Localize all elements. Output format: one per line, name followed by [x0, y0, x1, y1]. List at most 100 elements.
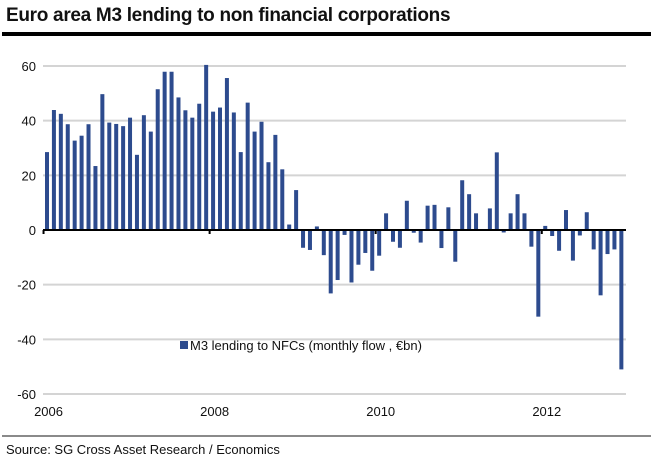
bar	[543, 225, 548, 230]
bar	[190, 117, 195, 230]
bar	[335, 230, 340, 281]
bar	[273, 134, 278, 230]
bar	[231, 112, 236, 230]
bar	[86, 124, 91, 230]
gridlines	[43, 65, 626, 395]
bar	[612, 230, 617, 250]
bar	[266, 162, 271, 230]
bar	[529, 230, 534, 247]
y-tick-label: 20	[22, 168, 36, 183]
bar	[114, 123, 119, 230]
bar	[134, 154, 139, 230]
bar	[397, 230, 402, 248]
bar	[432, 204, 437, 230]
bar	[238, 152, 243, 230]
bar	[564, 210, 568, 230]
bar	[411, 230, 416, 233]
bar	[494, 152, 499, 230]
bar	[121, 126, 126, 230]
bar	[605, 230, 610, 255]
bar	[93, 166, 98, 230]
legend: M3 lending to NFCs (monthly flow , €bn)	[180, 338, 422, 353]
bar	[307, 230, 312, 250]
bar	[584, 212, 589, 230]
bar	[446, 207, 451, 230]
bar	[363, 230, 368, 253]
x-tick-label: 2008	[200, 404, 229, 419]
footer-rule	[2, 435, 651, 437]
y-tick-label: 0	[29, 223, 36, 238]
bar	[522, 213, 527, 230]
bars	[45, 64, 624, 370]
y-tick-label: 60	[22, 59, 36, 74]
bar	[321, 230, 326, 256]
chart-title: Euro area M3 lending to non financial co…	[6, 5, 451, 26]
y-tick-label: 40	[22, 114, 36, 129]
bar	[100, 94, 105, 231]
bar	[141, 115, 146, 230]
bar	[204, 64, 209, 230]
x-tick-label: 2006	[34, 404, 63, 419]
bar	[460, 180, 465, 230]
bar	[467, 194, 472, 230]
bar	[328, 230, 333, 294]
bar	[169, 71, 174, 231]
legend-label: M3 lending to NFCs (monthly flow , €bn)	[190, 338, 422, 353]
bar	[211, 111, 216, 230]
bar	[301, 230, 306, 248]
bar	[501, 230, 506, 233]
bar	[515, 194, 520, 230]
bar	[162, 71, 167, 231]
bar	[72, 140, 77, 230]
bar	[252, 131, 257, 230]
source-note: Source: SG Cross Asset Research / Econom…	[6, 442, 280, 457]
bar	[65, 124, 70, 230]
bar	[487, 208, 492, 230]
bar	[155, 89, 160, 230]
bar	[280, 169, 285, 230]
y-axis-labels: 60 40 20 0 -20 -40 -60	[17, 59, 36, 402]
x-tick-label: 2010	[366, 404, 395, 419]
bar	[418, 230, 423, 243]
bar	[197, 103, 202, 230]
bar	[58, 113, 63, 230]
bar	[128, 117, 133, 230]
bar	[107, 122, 112, 230]
bar	[183, 110, 188, 230]
title-rule	[2, 32, 651, 36]
bar	[474, 213, 479, 230]
x-tick-label: 2012	[532, 404, 561, 419]
bar	[557, 230, 562, 251]
bar	[453, 230, 458, 262]
y-tick-label: -20	[17, 278, 36, 293]
legend-swatch	[180, 341, 188, 349]
bar	[342, 230, 347, 235]
bar	[425, 205, 430, 230]
bar	[384, 213, 389, 230]
bar	[51, 110, 56, 230]
bar	[245, 102, 250, 230]
bar	[287, 224, 292, 230]
bar	[619, 230, 624, 370]
bar	[224, 78, 229, 230]
bar	[45, 152, 49, 230]
bar	[598, 230, 603, 296]
bar	[570, 230, 575, 261]
x-axis-labels: 2006 2008 2010 2012	[34, 404, 561, 419]
bar	[356, 230, 361, 265]
bar	[218, 107, 222, 230]
bar	[391, 230, 395, 242]
bar	[508, 213, 513, 230]
bar	[439, 230, 444, 249]
bar	[148, 131, 153, 230]
bar	[259, 121, 264, 230]
x-axis	[42, 229, 626, 234]
bar	[349, 230, 354, 283]
bar	[377, 230, 382, 256]
bar	[294, 190, 299, 230]
bar	[536, 230, 541, 317]
y-tick-label: -40	[17, 332, 36, 347]
bar	[577, 230, 582, 236]
bar	[314, 226, 319, 230]
